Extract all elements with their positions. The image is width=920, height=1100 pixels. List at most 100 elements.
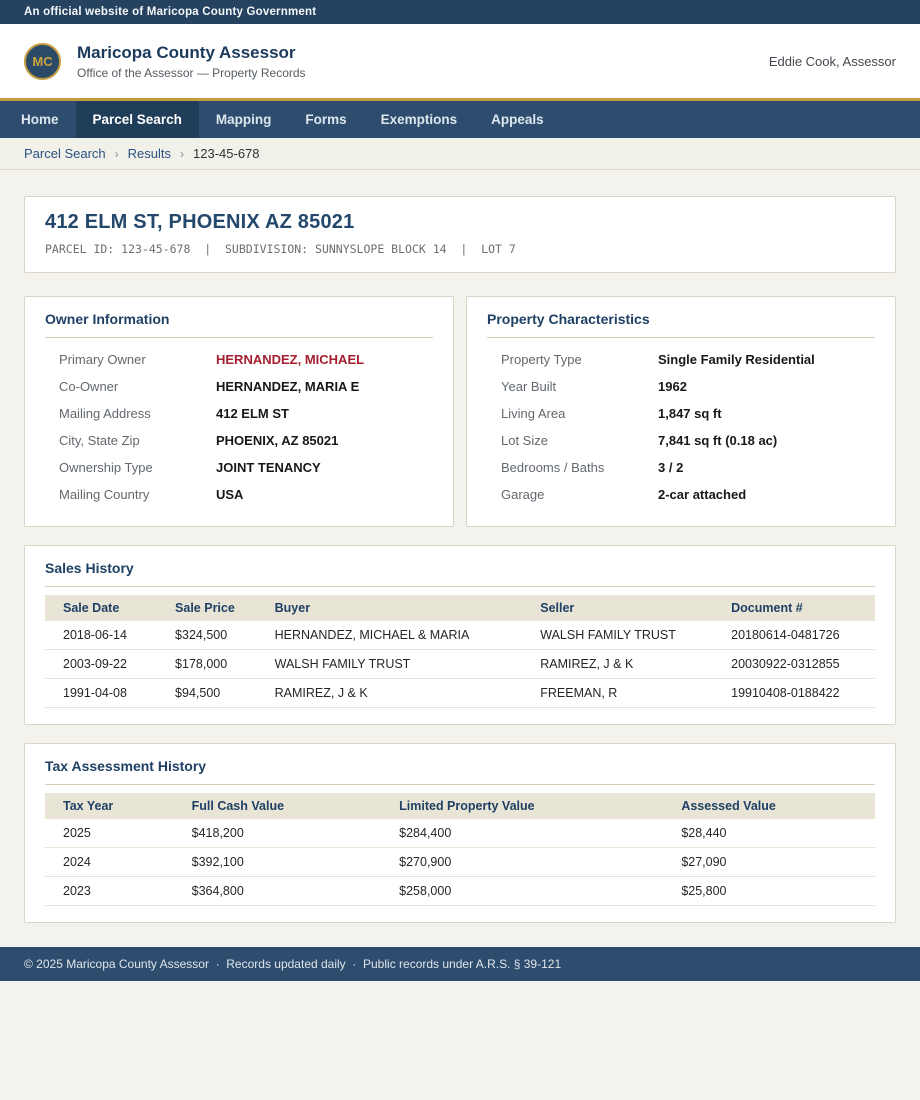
field-value: PHOENIX, AZ 85021	[216, 433, 339, 448]
nav-item-home[interactable]: Home	[21, 112, 59, 127]
cell-buyer: WALSH FAMILY TRUST	[256, 649, 523, 679]
breadcrumb-parcel-search[interactable]: Parcel Search	[24, 146, 106, 161]
county-logo: MC	[24, 42, 61, 80]
assessor-name-label: Eddie Cook, Assessor	[768, 53, 896, 69]
cell-limited-property-value: $270,900	[381, 847, 664, 877]
field-value: HERNANDEZ, MARIA E	[216, 379, 360, 394]
nav-item-exemptions[interactable]: Exemptions	[380, 112, 458, 127]
table-row: 2024 $392,100 $270,900 $27,090	[45, 847, 875, 877]
page-content: 412 ELM ST, PHOENIX AZ 85021 PARCEL ID: …	[0, 170, 920, 923]
table-row: 2018-06-14 $324,500 HERNANDEZ, MICHAEL &…	[45, 621, 875, 650]
main-navigation: Home Parcel Search Mapping Forms Exempti…	[0, 98, 920, 138]
property-address-title: 412 ELM ST, PHOENIX AZ 85021	[45, 211, 355, 233]
field-label: Year Built	[501, 379, 557, 394]
column-header-tax-year: Tax Year	[45, 793, 174, 819]
property-characteristics-card: Property Characteristics Property Type S…	[466, 296, 896, 527]
parcel-id-meta: PARCEL ID: 123-45-678 | SUBDIVISION: SUN…	[45, 242, 516, 256]
site-title: Maricopa County Assessor	[77, 42, 296, 62]
table-row: 2025 $418,200 $284,400 $28,440	[45, 819, 875, 848]
owner-information-title: Owner Information	[45, 311, 170, 327]
prop-row-lot-size: Lot Size 7,841 sq ft (0.18 ac)	[487, 427, 875, 454]
cell-tax-year: 2023	[45, 876, 174, 906]
field-label: Primary Owner	[59, 352, 146, 367]
site-header: MC Maricopa County Assessor Office of th…	[0, 24, 920, 98]
tax-assessment-history-title: Tax Assessment History	[45, 758, 207, 774]
field-value: USA	[216, 487, 244, 502]
cell-sale-date: 1991-04-08	[45, 678, 158, 708]
cell-sale-date: 2018-06-14	[45, 621, 158, 650]
nav-item-mapping[interactable]: Mapping	[215, 112, 272, 127]
cell-assessed-value: $25,800	[663, 876, 875, 906]
column-header-limited-property-value: Limited Property Value	[381, 793, 664, 819]
column-header-seller: Seller	[522, 595, 714, 621]
nav-item-appeals[interactable]: Appeals	[491, 112, 544, 127]
nav-item-forms[interactable]: Forms	[305, 112, 347, 127]
section-divider	[45, 337, 433, 338]
prop-row-garage: Garage 2-car attached	[487, 481, 875, 508]
field-label: Property Type	[501, 352, 582, 367]
field-label: Mailing Country	[59, 487, 150, 502]
nav-item-parcel-search[interactable]: Parcel Search	[75, 101, 199, 138]
owner-row-mailing-country: Mailing Country USA	[45, 481, 433, 508]
section-divider	[487, 337, 875, 338]
sales-history-card: Sales History Sale Date Sale Price Buyer…	[24, 545, 896, 725]
table-row: 2003-09-22 $178,000 WALSH FAMILY TRUST R…	[45, 649, 875, 679]
field-value: 3 / 2	[658, 460, 684, 475]
cell-seller: WALSH FAMILY TRUST	[522, 621, 714, 650]
field-label: Ownership Type	[59, 460, 153, 475]
owner-row-city-state-zip: City, State Zip PHOENIX, AZ 85021	[45, 427, 433, 454]
info-panels-row: Owner Information Primary Owner HERNANDE…	[24, 296, 896, 527]
sales-history-table: Sale Date Sale Price Buyer Seller Docume…	[45, 595, 875, 708]
section-divider	[45, 586, 875, 587]
prop-row-bedrooms-baths: Bedrooms / Baths 3 / 2	[487, 454, 875, 481]
field-value: 7,841 sq ft (0.18 ac)	[658, 433, 778, 448]
table-header-row: Sale Date Sale Price Buyer Seller Docume…	[45, 595, 875, 621]
owner-row-co-owner: Co-Owner HERNANDEZ, MARIA E	[45, 373, 433, 400]
cell-full-cash-value: $392,100	[173, 847, 382, 877]
field-value: JOINT TENANCY	[216, 460, 321, 475]
field-value: 1,847 sq ft	[658, 406, 722, 421]
cell-limited-property-value: $258,000	[381, 876, 664, 906]
chevron-separator-icon: ›	[114, 146, 119, 161]
cell-seller: RAMIREZ, J & K	[522, 649, 714, 679]
field-label: Lot Size	[501, 433, 548, 448]
field-label: Living Area	[501, 406, 566, 421]
tax-assessment-table: Tax Year Full Cash Value Limited Propert…	[45, 793, 875, 906]
breadcrumb: Parcel Search › Results › 123-45-678	[0, 138, 920, 170]
cell-tax-year: 2025	[45, 819, 174, 848]
table-row: 1991-04-08 $94,500 RAMIREZ, J & K FREEMA…	[45, 678, 875, 708]
field-label: Mailing Address	[59, 406, 151, 421]
cell-tax-year: 2024	[45, 847, 174, 877]
table-header-row: Tax Year Full Cash Value Limited Propert…	[45, 793, 875, 819]
column-header-full-cash-value: Full Cash Value	[173, 793, 382, 819]
owner-row-mailing-address: Mailing Address 412 ELM ST	[45, 400, 433, 427]
prop-row-year-built: Year Built 1962	[487, 373, 875, 400]
field-value: 412 ELM ST	[216, 406, 289, 421]
cell-sale-date: 2003-09-22	[45, 649, 158, 679]
field-label: Co-Owner	[59, 379, 119, 394]
cell-buyer: RAMIREZ, J & K	[256, 678, 523, 708]
cell-seller: FREEMAN, R	[522, 678, 714, 708]
owner-information-card: Owner Information Primary Owner HERNANDE…	[24, 296, 454, 527]
cell-document: 19910408-0188422	[713, 678, 875, 708]
official-government-banner: An official website of Maricopa County G…	[0, 0, 920, 24]
column-header-sale-price: Sale Price	[157, 595, 257, 621]
cell-sale-price: $94,500	[157, 678, 257, 708]
field-label: Bedrooms / Baths	[501, 460, 605, 475]
cell-document: 20030922-0312855	[713, 649, 875, 679]
site-footer: © 2025 Maricopa County Assessor · Record…	[0, 947, 920, 981]
primary-owner-link[interactable]: HERNANDEZ, MICHAEL	[216, 352, 365, 367]
column-header-document: Document #	[713, 595, 875, 621]
cell-full-cash-value: $364,800	[173, 876, 382, 906]
column-header-buyer: Buyer	[256, 595, 523, 621]
header-text-block: Maricopa County Assessor Office of the A…	[77, 43, 306, 80]
section-divider	[45, 784, 875, 785]
cell-sale-price: $324,500	[157, 621, 257, 650]
breadcrumb-results[interactable]: Results	[127, 146, 172, 161]
owner-row-primary-owner: Primary Owner HERNANDEZ, MICHAEL	[45, 346, 433, 373]
cell-assessed-value: $27,090	[663, 847, 875, 877]
site-subtitle: Office of the Assessor — Property Record…	[77, 65, 306, 80]
parcel-header-card: 412 ELM ST, PHOENIX AZ 85021 PARCEL ID: …	[24, 196, 896, 273]
cell-limited-property-value: $284,400	[381, 819, 664, 848]
tax-assessment-history-card: Tax Assessment History Tax Year Full Cas…	[24, 743, 896, 923]
